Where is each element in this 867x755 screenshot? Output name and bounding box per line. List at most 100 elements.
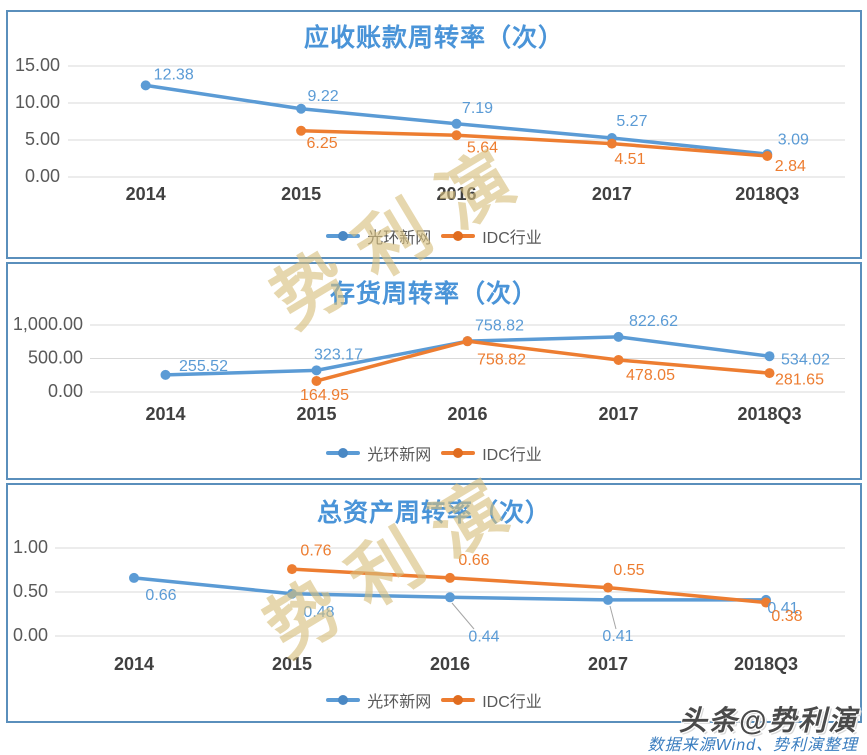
chart-title: 应收账款周转率（次） [303, 24, 564, 52]
y-tick-label: 15.00 [15, 55, 60, 75]
x-tick-label: 2016 [436, 184, 476, 204]
data-label: 5.27 [616, 113, 647, 130]
legend-item-guanghuan: 光环新网 [326, 688, 431, 712]
data-point-marker [613, 331, 624, 342]
data-label: 4.51 [614, 151, 645, 168]
x-tick-label: 2014 [145, 404, 185, 424]
data-point-marker [613, 354, 624, 365]
x-tick-label: 2018Q3 [737, 404, 801, 424]
line-dot-marker-orange-icon [441, 230, 476, 242]
x-tick-label: 2017 [588, 654, 628, 674]
x-tick-label: 2018Q3 [734, 654, 798, 674]
chart-canvas: 1,000.00 500.00 0.00 2014 2015 2016 2017 2018Q3… [13, 313, 845, 424]
x-tick-label: 2016 [430, 654, 470, 674]
legend-label: 光环新网 [367, 694, 432, 711]
legend-item-idc: IDC行业 [441, 441, 542, 465]
data-label: 255.52 [179, 358, 228, 375]
data-label: 12.38 [154, 67, 194, 84]
data-point-marker [296, 125, 307, 136]
data-label: 0.44 [468, 628, 499, 645]
data-label: 758.82 [477, 351, 526, 368]
data-point-marker [296, 103, 307, 114]
data-point-marker [462, 336, 473, 347]
data-point-marker [603, 582, 613, 593]
label-leader-line [451, 602, 475, 630]
x-tick-label: 2015 [296, 404, 336, 424]
line-dot-marker-blue-icon [326, 230, 361, 242]
x-tick-label: 2017 [598, 404, 638, 424]
data-label: 5.64 [467, 139, 498, 156]
chart-canvas: 15.00 10.00 5.00 0.00 2014 2015 2016 2017 2018Q3… [15, 55, 845, 204]
y-tick-label: 10.00 [15, 92, 60, 112]
data-label: 478.05 [626, 367, 675, 384]
data-label: 323.17 [314, 347, 363, 364]
legend-item-idc: IDC行业 [441, 224, 542, 248]
data-label: 0.66 [458, 552, 489, 569]
data-point-marker [445, 592, 455, 603]
data-label: 0.55 [613, 562, 644, 579]
data-point-marker [764, 351, 775, 362]
y-tick-label: 0.50 [13, 581, 48, 601]
legend: 光环新网 IDC行业 [8, 688, 860, 712]
line-dot-marker-blue-icon [326, 447, 361, 459]
data-label: 0.48 [303, 604, 334, 621]
x-tick-label: 2017 [592, 184, 632, 204]
chart-panel-inventory-turnover: 存货周转率（次） 1,000.00 500.00 0.00 2014 2015 2016 2… [6, 262, 862, 480]
data-label: 534.02 [781, 351, 830, 368]
line-dot-marker-orange-icon [441, 694, 476, 706]
data-label: 0.66 [145, 587, 176, 604]
legend-item-guanghuan: 光环新网 [326, 441, 431, 465]
legend: 光环新网 IDC行业 [8, 224, 860, 248]
y-tick-label: 0.00 [25, 166, 60, 186]
data-point-marker [129, 572, 139, 583]
legend-item-guanghuan: 光环新网 [326, 224, 431, 248]
data-point-marker [764, 368, 775, 379]
x-tick-label: 2014 [114, 654, 154, 674]
chart-title: 存货周转率（次） [329, 280, 538, 308]
legend-label: IDC行业 [482, 447, 542, 464]
toutiao-badge: 头条@势利演 [678, 705, 858, 736]
chart-canvas: 1.00 0.50 0.00 2014 2015 2016 2017 2018Q3 0.66 0.… [13, 537, 845, 674]
data-point-marker [603, 594, 613, 605]
data-label: 281.65 [775, 371, 824, 388]
x-tick-label: 2015 [272, 654, 312, 674]
data-label: 0.38 [771, 608, 802, 625]
data-point-marker [311, 375, 322, 386]
data-point-marker [451, 118, 462, 129]
y-tick-label: 1.00 [13, 537, 48, 557]
data-label: 7.19 [462, 100, 493, 117]
legend-label: IDC行业 [482, 694, 542, 711]
data-point-marker [311, 365, 322, 376]
data-label: 0.41 [767, 600, 798, 617]
data-point-marker [445, 572, 455, 583]
series-line [299, 129, 770, 158]
data-label: 6.25 [307, 135, 338, 152]
x-tick-label: 2016 [447, 404, 487, 424]
data-point-marker [287, 588, 297, 599]
data-point-marker [761, 597, 771, 608]
data-point-marker [606, 138, 617, 149]
x-tick-label: 2015 [281, 184, 321, 204]
legend-label: IDC行业 [482, 230, 542, 247]
data-point-marker [140, 80, 151, 91]
data-label: 9.22 [308, 88, 339, 105]
legend-item-idc: IDC行业 [441, 688, 542, 712]
legend-label: 光环新网 [367, 230, 432, 247]
x-tick-label: 2018Q3 [735, 184, 799, 204]
chart-title: 总资产周转率（次） [316, 499, 551, 527]
y-tick-label: 5.00 [25, 129, 60, 149]
y-tick-label: 500.00 [28, 347, 83, 367]
data-label: 3.09 [778, 131, 809, 148]
data-label: 758.82 [475, 317, 524, 334]
data-label: 0.76 [300, 542, 331, 559]
legend: 光环新网 IDC行业 [8, 441, 860, 465]
data-point-marker [287, 564, 297, 575]
y-tick-label: 0.00 [13, 625, 48, 645]
series-line [314, 339, 772, 383]
x-tick-label: 2014 [126, 184, 166, 204]
data-point-marker [451, 130, 462, 141]
data-label: 164.95 [300, 387, 349, 404]
y-tick-label: 1,000.00 [13, 314, 83, 334]
legend-label: 光环新网 [367, 447, 432, 464]
